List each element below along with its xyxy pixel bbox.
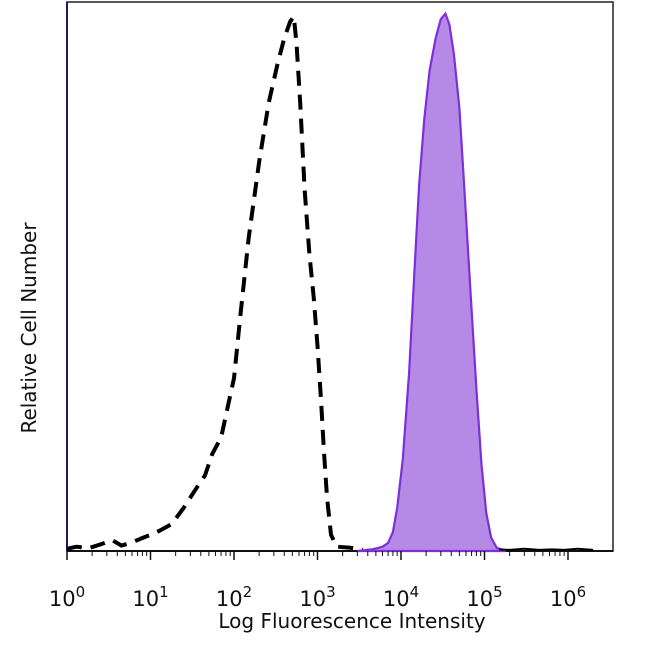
series-0-dashed-histogram xyxy=(66,14,364,552)
series-1-filled-histogram xyxy=(357,11,507,553)
x-axis-title: Log Fluorescence Intensity xyxy=(218,609,485,633)
x-tick-label-6: 106 xyxy=(550,583,586,611)
series-2-solid-histogram xyxy=(499,547,594,551)
x-tick-label-1: 101 xyxy=(132,583,168,611)
x-tick-layer: 100 101 102 103 104 105 106 xyxy=(49,551,586,611)
x-tick-label-4: 104 xyxy=(383,583,419,611)
plot-frame xyxy=(66,1,614,552)
x-tick-label-0: 100 xyxy=(49,583,85,611)
x-tick-label-5: 105 xyxy=(466,583,502,611)
x-tick-label-3: 103 xyxy=(299,583,335,611)
y-axis-title: Relative Cell Number xyxy=(17,222,41,434)
series-layer xyxy=(66,11,594,553)
x-tick-label-2: 102 xyxy=(216,583,252,611)
